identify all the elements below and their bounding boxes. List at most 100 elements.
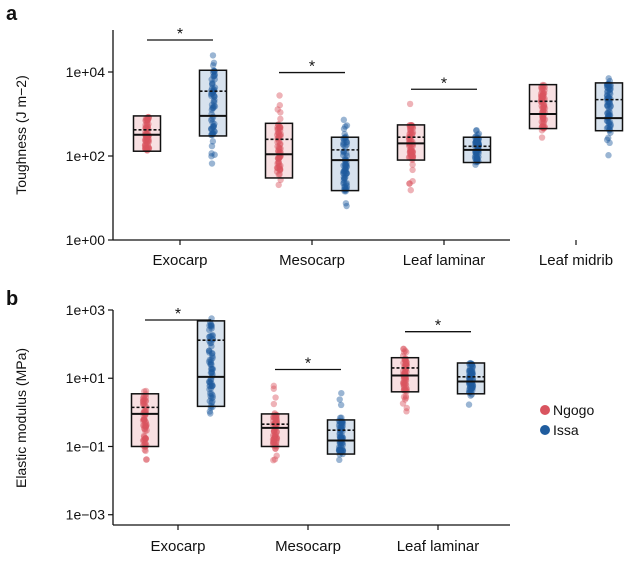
data-point: [275, 181, 282, 189]
data-point: [468, 371, 475, 378]
y-tick-label: 1e+02: [66, 148, 106, 164]
y-tick-label: 1e+03: [66, 302, 106, 318]
data-point: [472, 139, 479, 147]
data-point: [539, 84, 547, 92]
data-point: [275, 148, 282, 155]
data-point: [271, 434, 279, 441]
data-point: [341, 130, 348, 138]
data-point: [271, 428, 278, 435]
data-point: [408, 145, 415, 152]
data-point: [141, 407, 148, 414]
data-point: [468, 368, 476, 375]
data-point: [274, 143, 281, 150]
data-point: [475, 140, 482, 147]
data-point: [540, 101, 547, 109]
data-point: [275, 147, 282, 155]
data-point: [540, 90, 547, 97]
data-point: [211, 128, 218, 135]
data-point: [403, 359, 410, 366]
data-point: [340, 179, 348, 187]
y-tick-label: 1e+01: [66, 370, 106, 386]
data-point: [472, 155, 479, 162]
data-point: [342, 180, 350, 188]
data-point: [405, 136, 413, 144]
data-point: [273, 435, 281, 442]
panel-a-chart: 1e+00 1e+02 1e+04 Toughness (J m−2) Exocarp M…: [13, 26, 624, 269]
data-point: [209, 382, 216, 390]
data-point: [401, 356, 409, 364]
data-point: [144, 116, 151, 124]
x-category-label: Mesocarp: [275, 538, 341, 555]
data-point: [408, 129, 415, 137]
data-point: [274, 125, 282, 133]
data-point: [540, 105, 547, 112]
data-point: [140, 422, 148, 430]
data-point: [142, 117, 149, 124]
data-point: [142, 419, 150, 427]
data-point: [469, 370, 476, 377]
significance-star: *: [435, 318, 441, 335]
data-point: [207, 376, 215, 383]
data-point: [276, 167, 284, 174]
data-point: [207, 116, 215, 124]
data-point: [541, 104, 549, 112]
data-point: [408, 152, 415, 159]
data-point: [271, 456, 279, 463]
data-point: [275, 133, 282, 140]
box-outline: [456, 362, 486, 395]
data-point: [537, 90, 545, 97]
data-point: [143, 136, 150, 143]
data-point: [209, 365, 217, 373]
data-point: [466, 364, 474, 372]
data-point: [337, 440, 344, 447]
data-point: [211, 98, 218, 106]
data-point: [145, 145, 152, 152]
data-point: [403, 361, 410, 369]
data-point: [208, 382, 216, 390]
data-point: [272, 421, 279, 428]
data-point: [271, 431, 279, 439]
data-point: [475, 130, 483, 137]
data-point: [337, 447, 345, 454]
data-point: [540, 107, 547, 115]
data-point: [274, 154, 282, 162]
data-point: [467, 386, 474, 394]
data-point: [270, 438, 278, 446]
data-point: [604, 124, 612, 131]
data-point: [270, 438, 277, 446]
data-point: [208, 125, 215, 132]
box-fill: [331, 137, 359, 191]
data-point: [341, 175, 348, 182]
data-point: [140, 416, 147, 423]
data-point: [140, 422, 147, 429]
data-point: [539, 85, 546, 92]
data-point: [407, 125, 414, 132]
data-point: [269, 432, 277, 439]
data-point: [466, 367, 474, 375]
data-point: [208, 126, 215, 133]
data-point: [340, 168, 347, 175]
data-point: [271, 435, 278, 442]
data-point: [143, 134, 151, 142]
data-point: [144, 137, 152, 145]
legend-label-issa: Issa: [553, 422, 579, 438]
data-point: [206, 356, 213, 364]
data-point: [406, 149, 414, 156]
data-point: [272, 431, 280, 438]
data-point: [139, 395, 147, 403]
data-point: [606, 100, 613, 108]
box-outline: [594, 82, 624, 132]
data-point: [144, 117, 151, 124]
data-point: [209, 354, 216, 362]
data-point: [206, 379, 213, 386]
data-point: [407, 148, 414, 156]
x-category-label: Exocarp: [152, 252, 207, 269]
data-point: [539, 115, 546, 122]
data-point: [402, 347, 409, 354]
data-point: [208, 390, 215, 397]
data-point: [405, 154, 413, 161]
data-point: [409, 177, 416, 185]
data-point: [472, 138, 480, 145]
y-tick-label: 1e−01: [66, 438, 106, 454]
data-point: [341, 165, 349, 172]
